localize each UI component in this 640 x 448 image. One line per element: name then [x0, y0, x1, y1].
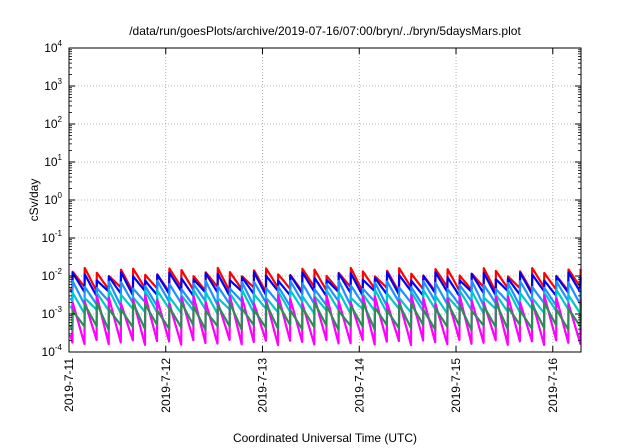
- series-group: [69, 266, 582, 347]
- y-tick-label: 100: [44, 191, 62, 207]
- x-axis-label: Coordinated Universal Time (UTC): [233, 431, 417, 445]
- x-tick-label: 2019-7-15: [449, 358, 463, 413]
- x-tick-label: 2019-7-11: [62, 358, 76, 412]
- y-tick-label: 10-3: [42, 305, 63, 321]
- y-tick-label: 10-1: [42, 229, 63, 245]
- y-tick-label: 104: [44, 39, 62, 55]
- y-axis-label: cSv/day: [27, 179, 41, 222]
- y-tick-label: 101: [44, 153, 62, 169]
- y-tick-label: 10-4: [42, 343, 63, 359]
- x-tick-label: 2019-7-16: [546, 358, 560, 413]
- ticks: 10-4 10-3 10-2 10-1 100 101 102 103 104 2019-7-11…: [42, 39, 581, 413]
- y-tick-label: 10-2: [42, 267, 63, 283]
- y-tick-label: 103: [44, 77, 62, 93]
- x-tick-label: 2019-7-14: [352, 358, 366, 413]
- y-tick-label: 102: [44, 115, 62, 131]
- series-line: [69, 301, 582, 331]
- chart-title: /data/run/goesPlots/archive/2019-07-16/0…: [129, 24, 521, 38]
- x-tick-label: 2019-7-13: [256, 358, 270, 413]
- x-tick-label: 2019-7-12: [159, 358, 173, 413]
